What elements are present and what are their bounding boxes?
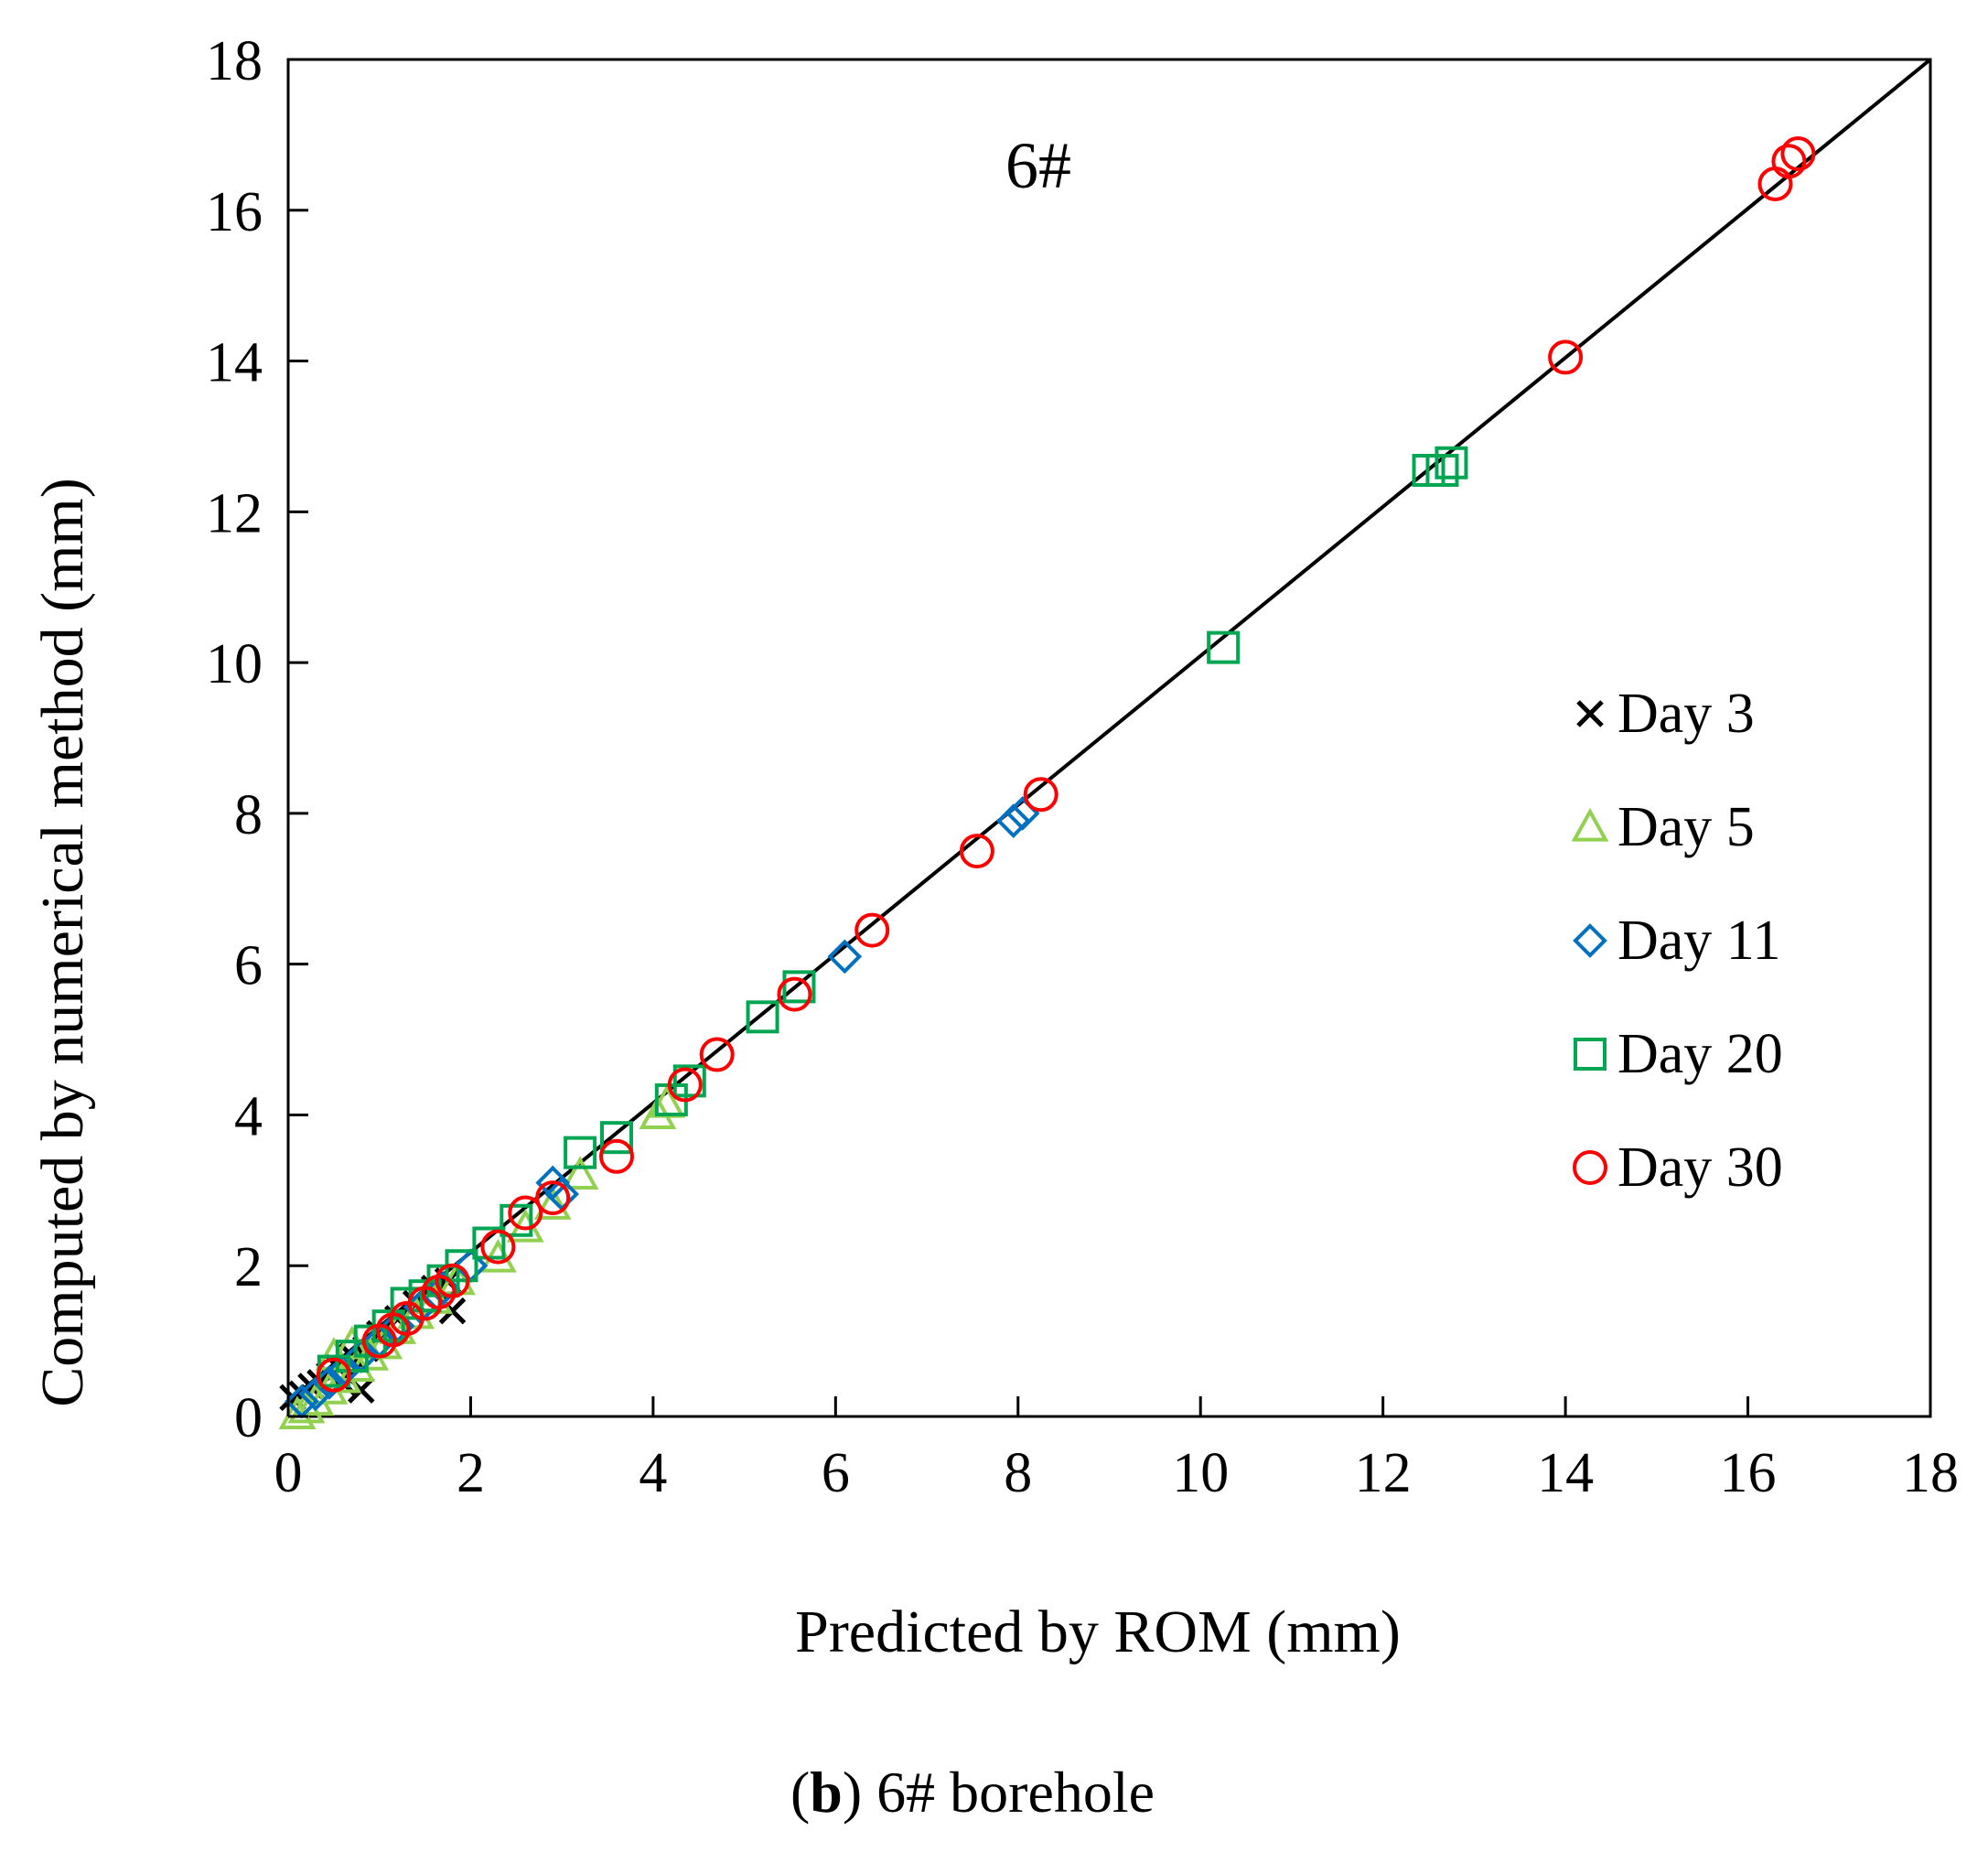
data-point xyxy=(390,1287,424,1320)
legend-marker xyxy=(1574,1038,1607,1071)
y-tick-label: 8 xyxy=(234,784,263,846)
y-tick-label: 6 xyxy=(234,935,263,997)
legend-marker xyxy=(1573,923,1607,958)
data-point xyxy=(777,976,812,1012)
data-point xyxy=(667,1067,703,1103)
data-point xyxy=(508,1195,543,1231)
data-point xyxy=(959,834,994,869)
legend-marker xyxy=(1571,807,1609,842)
data-point xyxy=(535,1180,571,1216)
x-tick-label: 8 xyxy=(1004,1442,1032,1504)
legend-label: Day 5 xyxy=(1617,796,1755,858)
plot-area xyxy=(286,58,1932,1418)
x-tick-label: 14 xyxy=(1537,1442,1594,1504)
data-point xyxy=(746,1000,779,1034)
data-point xyxy=(435,1263,470,1298)
data-point xyxy=(1548,339,1584,375)
data-point xyxy=(600,1121,633,1155)
legend-label: Day 20 xyxy=(1617,1023,1783,1085)
y-tick-label: 10 xyxy=(206,633,263,695)
data-point xyxy=(533,1186,572,1220)
data-point xyxy=(561,1156,599,1190)
y-tick-label: 18 xyxy=(206,30,263,92)
legend-marker xyxy=(1576,700,1604,727)
y-tick-label: 2 xyxy=(234,1236,263,1298)
y-tick-label: 14 xyxy=(206,332,263,394)
data-points-layer xyxy=(278,135,1816,1429)
legend-label: Day 11 xyxy=(1617,910,1781,972)
x-axis-title: Predicted by ROM (mm) xyxy=(795,1599,1401,1665)
caption-rest: ) 6# borehole xyxy=(843,1760,1155,1825)
data-point xyxy=(782,970,816,1004)
series-day-20 xyxy=(317,446,1468,1388)
x-tick-label: 4 xyxy=(639,1442,667,1504)
caption-letter: b xyxy=(810,1760,843,1825)
legend-label: Day 30 xyxy=(1617,1136,1783,1199)
data-point xyxy=(699,1037,735,1072)
x-tick-label: 16 xyxy=(1720,1442,1777,1504)
x-tick-label: 0 xyxy=(274,1442,303,1504)
data-point xyxy=(1425,454,1459,488)
y-tick-label: 12 xyxy=(206,482,263,544)
plot-frame xyxy=(286,58,1932,1418)
data-point xyxy=(1771,144,1807,179)
legend-marker xyxy=(1573,1150,1607,1185)
data-point xyxy=(500,1203,533,1237)
data-point xyxy=(995,803,1031,838)
data-point xyxy=(480,1229,516,1265)
data-point xyxy=(1435,446,1468,479)
data-point xyxy=(672,1064,706,1098)
data-point xyxy=(316,1357,351,1393)
legend: Day 3 Day 5 Day 11 Day 20 Day 30 xyxy=(1571,683,1783,1199)
data-point xyxy=(1780,135,1816,171)
data-point xyxy=(1023,777,1058,813)
x-tick-label: 12 xyxy=(1355,1442,1412,1504)
data-point xyxy=(315,1336,353,1371)
x-tick-label: 18 xyxy=(1902,1442,1959,1504)
legend-label: Day 3 xyxy=(1617,683,1755,745)
data-point xyxy=(564,1136,597,1169)
x-tick-label: 6 xyxy=(822,1442,850,1504)
y-tick-label: 0 xyxy=(234,1387,263,1449)
series-day-30 xyxy=(316,135,1816,1393)
axes-layer: 0 2 4 6 8 10 12 14 16 18 0 2 4 6 8 10 12 14 16 18 xyxy=(206,30,1959,1504)
borehole-annotation: 6# xyxy=(1005,129,1071,202)
y-tick-label: 4 xyxy=(234,1085,263,1147)
data-point xyxy=(854,912,890,948)
y-tick-label: 16 xyxy=(206,181,263,243)
x-tick-label: 2 xyxy=(457,1442,485,1504)
x-tick-label: 10 xyxy=(1172,1442,1229,1504)
caption-open: ( xyxy=(790,1760,810,1825)
figure-caption: (b) 6# borehole xyxy=(790,1760,1155,1825)
y-axis-title: Computed by numerical method (mm) xyxy=(29,478,96,1406)
data-point xyxy=(599,1138,634,1174)
data-point xyxy=(1207,630,1241,664)
data-point xyxy=(827,939,863,975)
